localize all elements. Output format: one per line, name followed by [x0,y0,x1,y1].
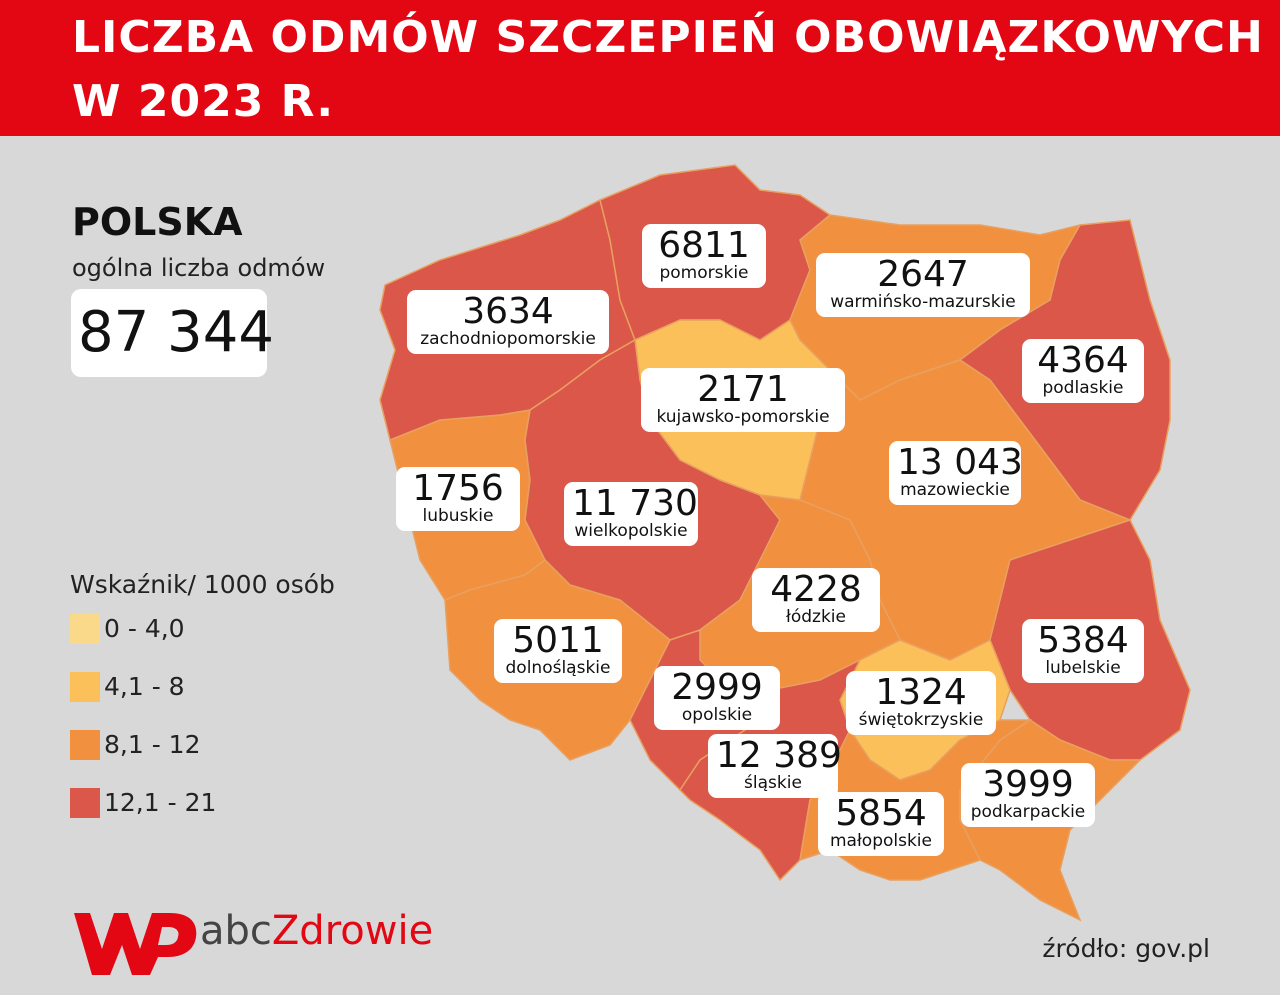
legend-swatch [70,672,100,702]
region-value: 5854 [835,793,927,834]
region-name: lubuskie [422,506,494,526]
legend-label: 12,1 - 21 [104,788,217,817]
region-value: 13 043 [897,442,1023,483]
region-value: 2999 [671,667,763,708]
region-label-lodzkie: 4228 łódzkie [752,568,880,632]
region-label-podlaskie: 4364 podlaskie [1022,339,1144,403]
region-name: dolnośląskie [505,658,611,678]
region-name: zachodniopomorskie [420,329,596,349]
region-name: świętokrzyskie [858,710,984,730]
region-label-malopolskie: 5854 małopolskie [818,792,944,856]
region-label-kujawsko-pomorskie: 2171 kujawsko-pomorskie [641,368,845,432]
legend-label: 0 - 4,0 [104,614,185,643]
region-value: 4364 [1037,340,1129,381]
region-label-slaskie: 12 389 śląskie [708,734,842,798]
region-label-wielkopolskie: 11 730 wielkopolskie [564,482,698,546]
region-label-swietokrzyskie: 1324 świętokrzyskie [846,671,996,735]
total-value: 87 344 [78,300,274,365]
region-name: kujawsko-pomorskie [656,407,830,427]
title-line-2: W 2023 R. [72,76,335,127]
region-value: 1324 [875,672,967,713]
legend-swatch [70,730,100,760]
region-value: 3634 [462,291,554,332]
total-box [71,289,267,377]
region-name: łódzkie [786,607,846,627]
legend-swatch [70,614,100,644]
country-name: POLSKA [72,200,243,244]
title-banner: LICZBA ODMÓW SZCZEPIEŃ OBOWIĄZKOWYCH W 2… [0,0,1280,136]
region-name: warmińsko-mazurskie [830,292,1016,312]
region-name: opolskie [681,705,753,725]
region-label-lubuskie: 1756 lubuskie [396,467,520,531]
wp-logo-icon [74,913,197,975]
region-name: lubelskie [1045,658,1121,678]
brand-name: abcZdrowie [200,908,433,954]
region-value: 5384 [1037,620,1129,661]
region-label-dolnoslaskie: 5011 dolnośląskie [494,619,622,683]
legend-label: 8,1 - 12 [104,730,201,759]
region-name: podlaskie [1042,378,1124,398]
source-note: źródło: gov.pl [1042,934,1210,963]
region-label-opolskie: 2999 opolskie [654,666,780,730]
region-value: 1756 [412,468,504,509]
region-name: pomorskie [659,263,749,283]
region-label-zachodniopomorskie: 3634 zachodniopomorskie [407,290,609,354]
title-line-1: LICZBA ODMÓW SZCZEPIEŃ OBOWIĄZKOWYCH [72,12,1264,63]
region-value: 12 389 [716,735,842,776]
legend-label: 4,1 - 8 [104,672,185,701]
region-name: wielkopolskie [574,521,688,541]
region-value: 11 730 [572,483,698,524]
region-value: 4228 [770,569,862,610]
region-name: mazowieckie [900,480,1010,500]
region-value: 5011 [512,620,604,661]
region-label-lubelskie: 5384 lubelskie [1022,619,1144,683]
legend-swatch [70,788,100,818]
brand-zdrowie: Zdrowie [271,908,434,954]
region-name: śląskie [744,773,802,793]
region-label-mazowieckie: 13 043 mazowieckie [889,441,1023,505]
region-value: 6811 [658,225,750,266]
total-subtitle: ogólna liczba odmów [72,254,326,282]
region-name: małopolskie [829,831,932,851]
region-value: 2171 [697,369,789,410]
region-value: 2647 [877,254,969,295]
region-label-podkarpackie: 3999 podkarpackie [961,763,1095,827]
legend-title: Wskaźnik/ 1000 osób [70,570,335,599]
region-name: podkarpackie [970,802,1086,822]
region-label-warminsko-mazurskie: 2647 warmińsko-mazurskie [816,253,1030,317]
brand-abc: abc [200,908,272,954]
region-label-pomorskie: 6811 pomorskie [642,224,766,288]
region-value: 3999 [982,764,1074,805]
